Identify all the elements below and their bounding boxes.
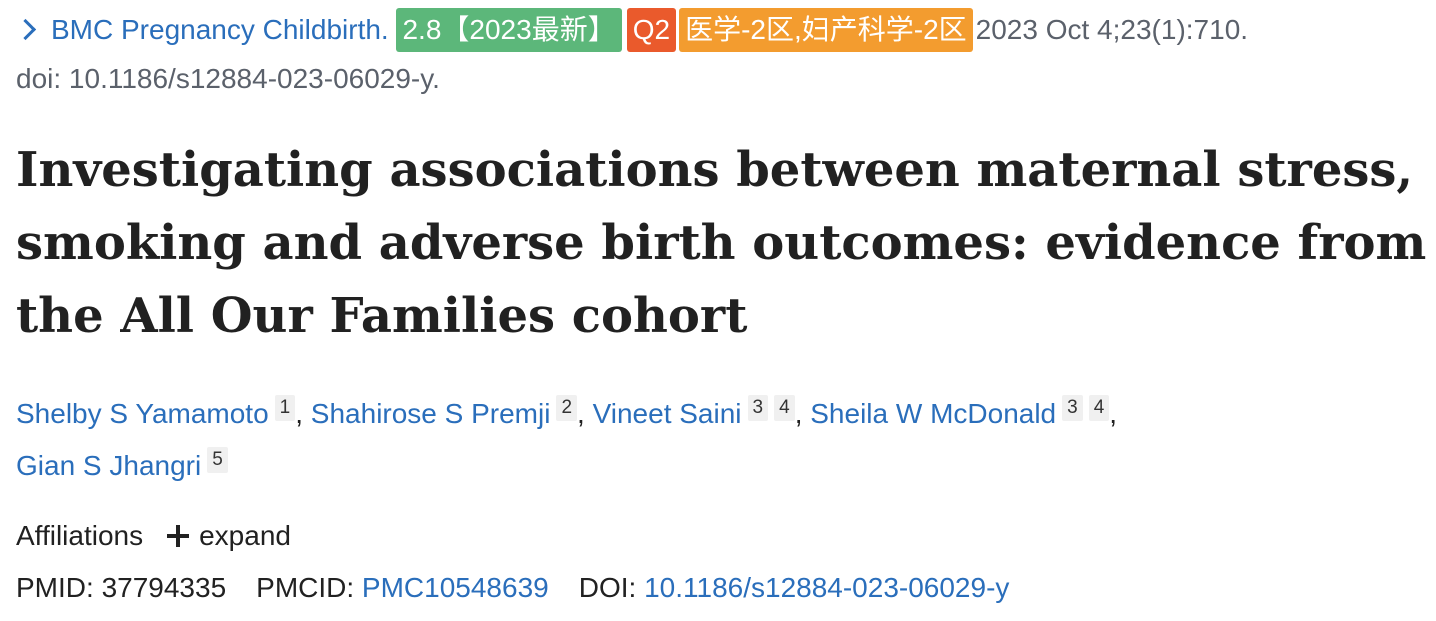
pmcid-link[interactable]: PMC10548639 bbox=[361, 572, 549, 603]
quartile-badge: Q2 bbox=[626, 8, 677, 52]
impact-factor-badge: 2.8【2023最新】 bbox=[396, 8, 622, 52]
author-link[interactable]: Sheila W McDonald bbox=[810, 398, 1057, 429]
author-separator: , bbox=[577, 398, 593, 429]
affiliation-number-button[interactable]: 1 bbox=[274, 395, 296, 421]
pmid-label: PMID: bbox=[16, 572, 94, 603]
journal-link[interactable]: BMC Pregnancy Childbirth. bbox=[51, 14, 389, 45]
author-link[interactable]: Vineet Saini bbox=[592, 398, 742, 429]
affiliation-number-button[interactable]: 4 bbox=[1088, 395, 1110, 421]
affiliation-number-button[interactable]: 2 bbox=[556, 395, 578, 421]
chevron-right-icon[interactable] bbox=[14, 19, 37, 41]
affiliation-number-button[interactable]: 3 bbox=[747, 395, 769, 421]
article-title: Investigating associations between mater… bbox=[16, 142, 1427, 344]
doi-label: DOI: bbox=[578, 572, 637, 603]
citation-text: 2023 Oct 4;23(1):710. bbox=[975, 14, 1249, 45]
affiliation-number-button[interactable]: 4 bbox=[774, 395, 795, 421]
author-separator: , bbox=[794, 398, 811, 429]
expand-button[interactable]: expand bbox=[199, 520, 291, 551]
author-link[interactable]: Shelby S Yamamoto bbox=[16, 398, 269, 429]
author-link[interactable]: Gian S Jhangri bbox=[16, 450, 202, 481]
pmcid-label: PMCID: bbox=[256, 572, 355, 603]
plus-icon[interactable] bbox=[167, 525, 190, 547]
author-link[interactable]: Shahirose S Premji bbox=[310, 398, 551, 429]
doi-link[interactable]: 10.1186/s12884-023-06029-y bbox=[644, 572, 1010, 603]
affiliations-label: Affiliations bbox=[16, 520, 144, 551]
author-separator: , bbox=[295, 398, 311, 429]
journal-line: BMC Pregnancy Childbirth. 2.8【2023最新】 Q2 医… bbox=[14, 6, 1424, 54]
affiliation-number-button[interactable]: 3 bbox=[1062, 395, 1083, 421]
identifiers-row: PMID: 37794335 PMCID: PMC10548639 DOI: 10.… bbox=[16, 565, 1009, 611]
author-list: Shelby S Yamamoto 1, Shahirose S Premji 2,… bbox=[16, 388, 1416, 492]
pmid-value: 37794335 bbox=[101, 572, 227, 603]
affiliations-row: Affiliations expand bbox=[16, 512, 291, 560]
zone-badge: 医学-2区,妇产科学-2区 bbox=[679, 8, 973, 52]
author-separator: , bbox=[1109, 398, 1118, 429]
doi-line: doi: 10.1186/s12884-023-06029-y. bbox=[16, 63, 440, 94]
affiliation-number-button[interactable]: 5 bbox=[207, 447, 228, 473]
